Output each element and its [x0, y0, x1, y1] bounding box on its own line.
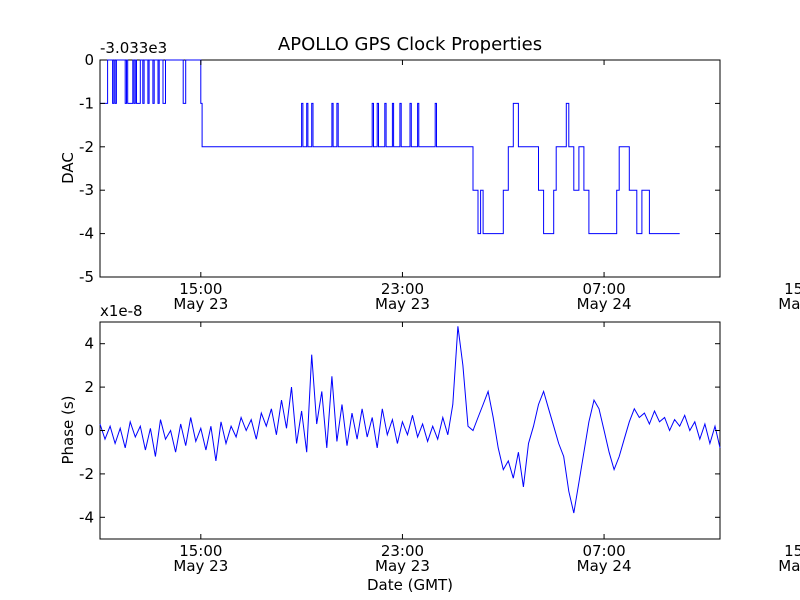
- x-tick-time-label: 07:00: [582, 280, 625, 298]
- phase-offset-text: x1e-8: [100, 302, 143, 320]
- x-tick-date-label: May 23: [375, 295, 430, 313]
- x-tick-time-label: 15:00: [179, 280, 222, 298]
- x-tick-date-label: May 24: [778, 557, 800, 575]
- x-tick-date-label: May 24: [577, 295, 632, 313]
- y-tick-label: -1: [79, 94, 94, 112]
- x-tick-time-label: 23:00: [381, 280, 424, 298]
- dac-y-axis-label: DAC: [59, 152, 77, 184]
- phase-y-ticks: 4 2 0 -2 -4: [79, 335, 720, 526]
- x-tick-date-label: May 23: [173, 295, 228, 313]
- x-tick-time-label: 07:00: [582, 542, 625, 560]
- x-tick-time-label: 15:00: [784, 542, 800, 560]
- dac-offset-text: -3.033e3: [100, 39, 167, 57]
- y-tick-label: -5: [79, 268, 94, 286]
- y-tick-label: 0: [84, 422, 94, 440]
- chart-title: APOLLO GPS Clock Properties: [278, 34, 542, 55]
- dac-y-ticks: 0 -1 -2 -3 -4 -5: [79, 51, 720, 286]
- phase-x-axis-label: Date (GMT): [367, 576, 453, 594]
- x-tick-date-label: May 24: [577, 557, 632, 575]
- y-tick-label: 0: [84, 51, 94, 69]
- x-tick-date-label: May 23: [173, 557, 228, 575]
- x-tick-date-label: May 23: [375, 557, 430, 575]
- dac-axes-frame: [99, 59, 721, 278]
- y-tick-label: -4: [79, 225, 94, 243]
- y-tick-label: -3: [79, 181, 94, 199]
- y-tick-label: 4: [84, 335, 94, 353]
- dac-series-line: [100, 59, 680, 235]
- y-tick-label: 2: [84, 378, 94, 396]
- x-tick-date-label: May 24: [778, 295, 800, 313]
- x-tick-time-label: 15:00: [179, 542, 222, 560]
- y-tick-label: -2: [79, 138, 94, 156]
- y-tick-label: -4: [79, 508, 94, 526]
- x-tick-time-label: 23:00: [381, 542, 424, 560]
- y-tick-label: -2: [79, 465, 94, 483]
- phase-y-axis-label: Phase (s): [59, 395, 77, 464]
- x-tick-time-label: 15:00: [784, 280, 800, 298]
- phase-series-line: [99, 326, 721, 514]
